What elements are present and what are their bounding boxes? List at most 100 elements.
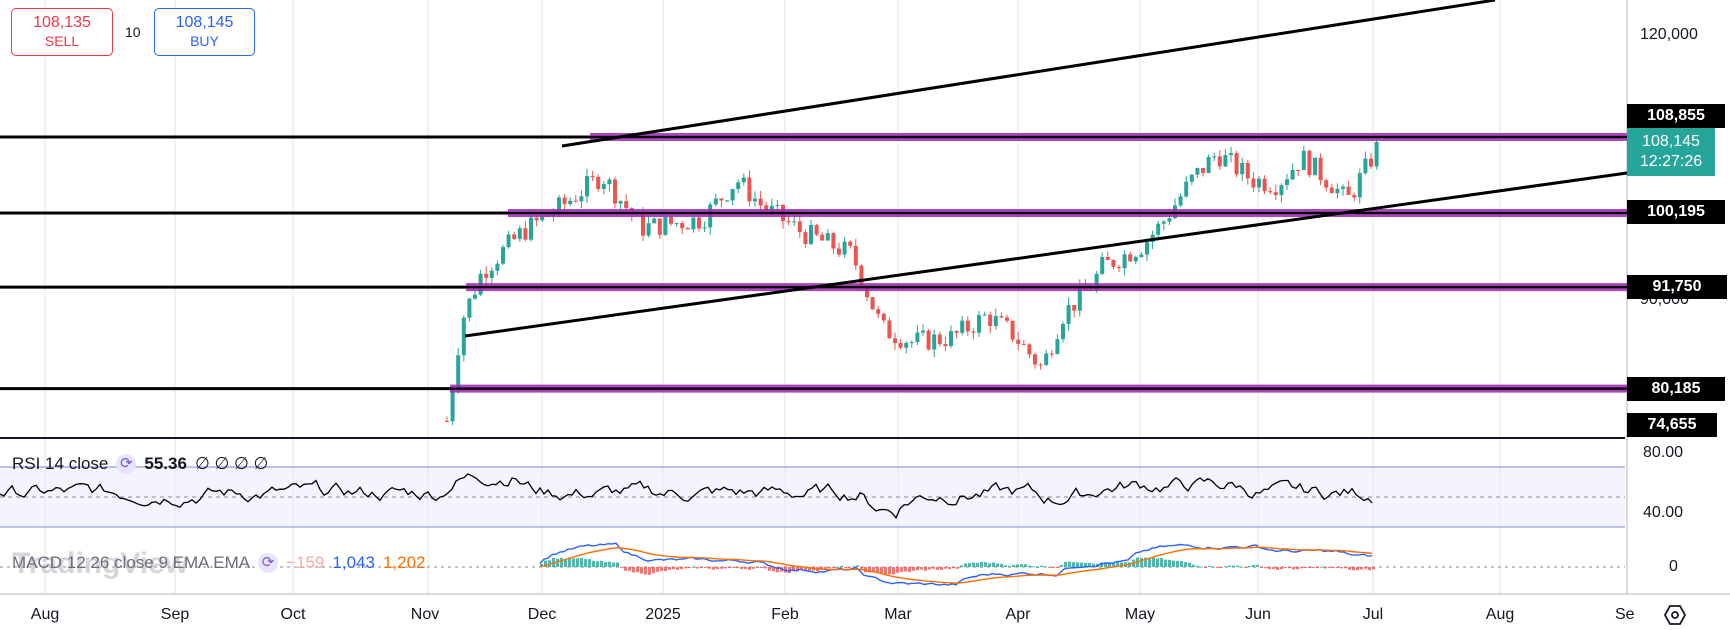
candle-body xyxy=(1021,343,1026,345)
candle-body xyxy=(809,225,813,244)
candle-body xyxy=(977,315,981,333)
candle-body xyxy=(1016,339,1021,344)
candle-body xyxy=(1100,257,1105,274)
macd-tick-0: 0 xyxy=(1669,558,1678,575)
macd-hist-bar xyxy=(864,567,867,573)
macd-hist-bar xyxy=(1140,558,1143,567)
candle-body xyxy=(450,389,455,422)
macd-hist-bar xyxy=(608,561,611,567)
candle-body xyxy=(993,316,998,327)
macd-hist-bar xyxy=(716,567,719,570)
macd-hist-bar xyxy=(1272,567,1275,569)
macd-hist-bar xyxy=(1164,559,1167,567)
macd-hist-bar xyxy=(1008,565,1011,567)
candle-body xyxy=(1357,173,1362,198)
macd-hist-bar xyxy=(576,558,579,567)
candle-body xyxy=(585,176,589,197)
candle-body xyxy=(489,270,494,278)
macd-hist-bar xyxy=(664,567,667,572)
candle-body xyxy=(1139,254,1144,257)
macd-hist-bar xyxy=(944,567,947,569)
macd-hist-bar xyxy=(1152,557,1155,567)
macd-hist-bar xyxy=(980,561,983,567)
macd-hist-bar xyxy=(1200,566,1203,568)
rsi-value: 55.36 xyxy=(144,454,187,473)
macd-hist-value: −159 xyxy=(286,553,325,572)
macd-hist-bar xyxy=(652,567,655,574)
candle-body xyxy=(1352,194,1357,198)
macd-hist-bar xyxy=(756,567,759,568)
macd-hist-bar xyxy=(1220,567,1223,568)
candle-body xyxy=(501,247,505,264)
macd-hist-bar xyxy=(1104,562,1107,567)
macd-hist-bar xyxy=(1192,564,1195,567)
macd-hist-bar xyxy=(792,567,795,572)
macd-hist-bar xyxy=(1204,567,1207,568)
macd-hist-bar xyxy=(900,567,903,572)
macd-hist-bar xyxy=(872,567,875,573)
candle-body xyxy=(697,217,701,229)
rsi-line xyxy=(0,473,1373,520)
level-tag-80185: 80,185 xyxy=(1627,377,1725,401)
macd-hist-bar xyxy=(1052,567,1055,568)
candle-body xyxy=(562,197,567,205)
candle-body xyxy=(1161,221,1166,224)
time-tick-3: Nov xyxy=(410,606,440,623)
macd-hist-bar xyxy=(952,567,955,568)
macd-hist-bar xyxy=(744,567,747,569)
candle-body xyxy=(1206,156,1211,173)
trend-channel-lower-line[interactable] xyxy=(464,171,1628,338)
macd-hist-bar xyxy=(628,567,631,571)
macd-hist-bar xyxy=(1148,558,1151,567)
macd-hist-bar xyxy=(1088,562,1091,567)
cycle-icon[interactable]: ⟳ xyxy=(116,454,137,474)
rsi-legend[interactable]: RSI 14 close ⟳ 55.36 ∅ ∅ ∅ ∅ xyxy=(12,454,268,474)
macd-hist-bar xyxy=(848,567,851,568)
time-tick-12: Aug xyxy=(1485,606,1515,623)
macd-hist-bar xyxy=(1068,561,1071,567)
macd-hist-bar xyxy=(1048,567,1051,568)
candle-body xyxy=(495,263,500,271)
candle-body xyxy=(557,197,561,214)
sell-button[interactable]: 108,135 SELL xyxy=(11,8,113,56)
macd-hist-bar xyxy=(1304,567,1307,568)
cycle-icon[interactable]: ⟳ xyxy=(258,553,279,573)
macd-hist-bar xyxy=(968,563,971,567)
macd-line xyxy=(539,542,1373,586)
macd-hist-bar xyxy=(1160,558,1163,567)
candle-body xyxy=(1301,150,1306,171)
macd-hist-bar xyxy=(924,567,927,571)
macd-hist-bar xyxy=(1288,567,1291,569)
buy-button[interactable]: 108,145 BUY xyxy=(154,8,255,56)
trend-channel-upper-line[interactable] xyxy=(561,0,1496,148)
macd-hist-bar xyxy=(1000,563,1003,567)
candle-body xyxy=(529,217,533,240)
macd-hist-bar xyxy=(1056,567,1059,568)
candle-body xyxy=(898,343,903,348)
macd-legend[interactable]: MACD 12 26 close 9 EMA EMA ⟳ −159 1,043 … xyxy=(12,553,425,573)
macd-hist-bar xyxy=(920,567,923,570)
candle-body xyxy=(932,334,937,350)
horizontal-levels[interactable] xyxy=(0,133,1627,393)
macd-hist-bar xyxy=(584,558,587,567)
candle-body xyxy=(747,177,752,202)
candle-body xyxy=(881,313,886,321)
macd-hist-bar xyxy=(1284,567,1287,568)
candle-body xyxy=(1201,168,1205,173)
settings-hexagon-icon[interactable] xyxy=(1663,603,1687,627)
macd-hist-bar xyxy=(676,567,679,570)
macd-hist-bar xyxy=(1196,565,1199,567)
macd-hist-bar xyxy=(868,567,871,573)
candle-body xyxy=(1374,141,1379,167)
candle-body xyxy=(848,241,853,246)
macd-hist-bar xyxy=(1348,567,1351,570)
candle-body xyxy=(893,338,897,344)
candle-body xyxy=(613,179,617,204)
time-tick-10: Jun xyxy=(1245,606,1271,623)
macd-hist-bar xyxy=(588,559,591,567)
candle-body xyxy=(792,221,797,223)
macd-hist-bar xyxy=(1224,566,1227,568)
macd-hist-bar xyxy=(560,557,563,567)
order-quantity[interactable]: 10 xyxy=(125,24,141,40)
